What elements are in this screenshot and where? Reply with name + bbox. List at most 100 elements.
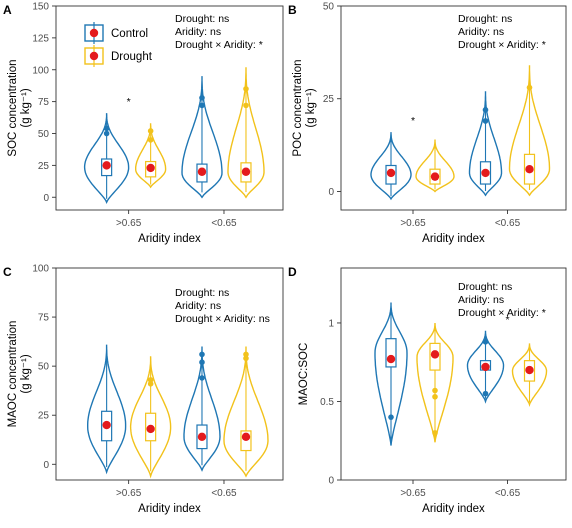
outlier-point <box>432 393 438 400</box>
mean-point <box>525 165 534 174</box>
panel-label: D <box>288 265 297 279</box>
y-axis-label: POC concentration <box>292 59 304 156</box>
plot-frame <box>55 5 284 211</box>
x-axis-label: Aridity index <box>138 503 201 515</box>
panel-A: 0 25 50 75 100 125 150 >0.65 <0.65 Aridity index S… <box>3 2 284 245</box>
mean-point <box>386 168 396 178</box>
violin-drought <box>223 346 269 478</box>
outlier-point <box>147 377 154 383</box>
violin-drought <box>511 343 548 407</box>
significance-mark: * <box>505 314 509 326</box>
violin-control <box>183 346 221 472</box>
x-tick-label: >0.65 <box>116 488 142 499</box>
panel-label: B <box>288 3 297 17</box>
outlier-point <box>432 387 438 394</box>
violin-drought <box>135 123 167 189</box>
violin-control <box>466 330 505 404</box>
outlier-point <box>243 86 249 92</box>
y-axis-unit: (g kg⁻¹) <box>20 88 32 127</box>
x-tick-label: <0.65 <box>211 488 237 499</box>
y-tick-label: 25 <box>38 411 50 422</box>
outlier-point <box>243 102 249 109</box>
x-axis-label: Aridity index <box>422 233 485 245</box>
mean-point <box>197 167 207 176</box>
outlier-point <box>147 128 154 134</box>
outlier-point <box>147 137 154 143</box>
stats-line: Drought × Aridity: * <box>458 39 546 51</box>
mean-point <box>241 432 251 442</box>
legend-label: Drought <box>111 51 153 63</box>
outlier-point <box>103 130 110 137</box>
outlier-point <box>243 351 249 358</box>
violin-drought <box>415 139 455 193</box>
mean-point <box>430 350 440 359</box>
x-tick-label: <0.65 <box>495 488 521 499</box>
y-tick-label: 50 <box>38 362 50 373</box>
y-tick-label: 0 <box>43 193 49 204</box>
violin-control <box>370 132 412 201</box>
outlier-point <box>482 118 489 124</box>
legend-mean-point <box>89 51 99 61</box>
y-tick-label: 0 <box>328 476 334 487</box>
x-tick-label: >0.65 <box>116 218 142 229</box>
violin-control <box>374 302 408 446</box>
panel-B: 0 25 50 >0.65 <0.65 Aridity index POC concentr… <box>288 2 567 245</box>
legend-label: Control <box>111 28 148 40</box>
panel-D: 0 0.5 1 >0.65 <0.65 Aridity index MAOC:SOC D Dro… <box>288 265 567 515</box>
panel-label: C <box>3 265 12 279</box>
y-tick-label: 75 <box>38 97 50 108</box>
mean-point <box>102 161 111 170</box>
mean-point <box>481 362 490 372</box>
x-tick-label: <0.65 <box>211 218 237 229</box>
y-axis-label: SOC concentration <box>7 59 19 156</box>
stats-line: Aridity: ns <box>458 294 504 306</box>
y-tick-label: 75 <box>38 313 50 324</box>
mean-point <box>481 168 490 178</box>
x-tick-label: >0.65 <box>400 488 426 499</box>
legend-mean-point <box>89 28 99 38</box>
y-axis-label: MAOC concentration <box>7 321 19 428</box>
y-tick-label: 1 <box>328 318 334 329</box>
y-tick-label: 25 <box>38 161 50 172</box>
y-axis-unit: (g kg⁻¹) <box>305 88 317 127</box>
legend: Control Drought <box>84 22 153 67</box>
x-tick-label: >0.65 <box>400 218 426 229</box>
plot-frame <box>340 5 567 211</box>
y-tick-label: 150 <box>32 2 49 13</box>
outlier-point <box>103 125 110 132</box>
outlier-point <box>526 84 533 91</box>
mean-point <box>146 163 155 173</box>
violin-control <box>468 91 503 197</box>
outlier-point <box>482 339 489 345</box>
y-tick-label: 50 <box>323 2 335 13</box>
mean-point <box>241 167 251 176</box>
y-tick-label: 50 <box>38 129 50 140</box>
stats-line: Drought × Aridity: * <box>458 307 546 319</box>
x-axis-label: Aridity index <box>422 503 485 515</box>
stats-line: Aridity: ns <box>175 300 221 312</box>
outlier-point <box>199 351 205 358</box>
stats-line: Drought: ns <box>458 13 512 25</box>
outlier-point <box>199 95 205 101</box>
x-tick-label: <0.65 <box>495 218 521 229</box>
y-axis-unit: (g kg⁻¹) <box>20 354 32 393</box>
mean-point <box>525 365 534 375</box>
y-tick-label: 0 <box>43 460 49 471</box>
outlier-point <box>199 102 205 109</box>
violin-drought <box>227 67 265 199</box>
plot-frame <box>340 267 567 481</box>
stats-line: Drought: ns <box>175 13 229 25</box>
box <box>385 338 397 368</box>
mean-point <box>197 432 207 442</box>
x-axis-label: Aridity index <box>138 233 201 245</box>
violin-drought <box>508 65 551 197</box>
violin-drought <box>416 322 454 443</box>
y-axis-label: MAOC:SOC <box>298 343 310 406</box>
stats-line: Drought: ns <box>175 287 229 299</box>
y-tick-label: 125 <box>32 33 49 44</box>
violin-control <box>181 76 223 199</box>
stats-line: Drought × Aridity: ns <box>175 313 270 325</box>
stats-line: Aridity: ns <box>175 26 221 38</box>
plot-frame <box>55 267 284 481</box>
